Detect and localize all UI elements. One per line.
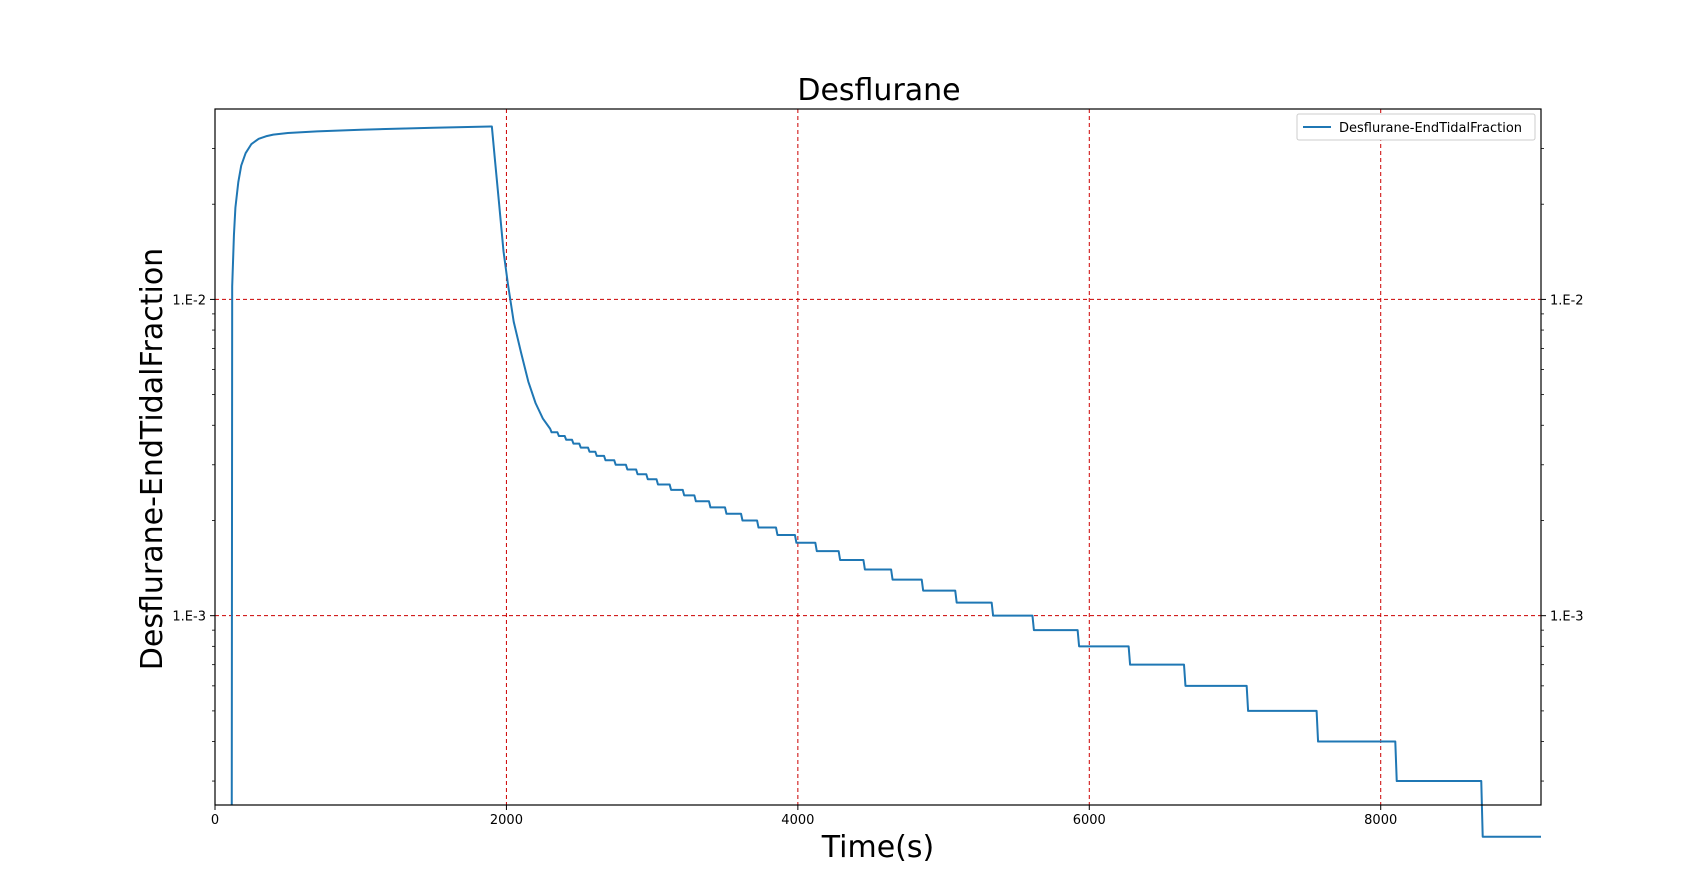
series-line — [230, 125, 1541, 838]
legend: Desflurane-EndTidalFraction — [1296, 113, 1536, 141]
series-layer — [230, 125, 1541, 838]
plot-area-frame — [214, 108, 1542, 806]
y-axis-ticks: 1.E-3 1.E-3 1.E-2 1.E-2 — [172, 148, 1584, 782]
x-tick-label: 0 — [211, 813, 219, 828]
y-tick-label-left: 1.E-2 — [172, 293, 206, 308]
x-axis-ticks: 0 2000 4000 6000 8000 — [211, 805, 1397, 828]
y-tick-label-left: 1.E-3 — [172, 610, 206, 625]
legend-label: Desflurane-EndTidalFraction — [1339, 121, 1522, 136]
chart-title: Desflurane — [797, 73, 960, 108]
y-tick-label-right: 1.E-2 — [1550, 293, 1584, 308]
grid — [215, 109, 1541, 805]
x-tick-label: 8000 — [1364, 813, 1397, 828]
x-tick-label: 2000 — [490, 813, 523, 828]
y-axis-label: Desflurane-EndTidalFraction — [135, 248, 170, 670]
x-tick-label: 4000 — [781, 813, 814, 828]
y-tick-label-right: 1.E-3 — [1550, 610, 1584, 625]
x-axis-label: Time(s) — [821, 830, 934, 865]
legend-box — [1296, 113, 1536, 141]
x-tick-label: 6000 — [1073, 813, 1106, 828]
